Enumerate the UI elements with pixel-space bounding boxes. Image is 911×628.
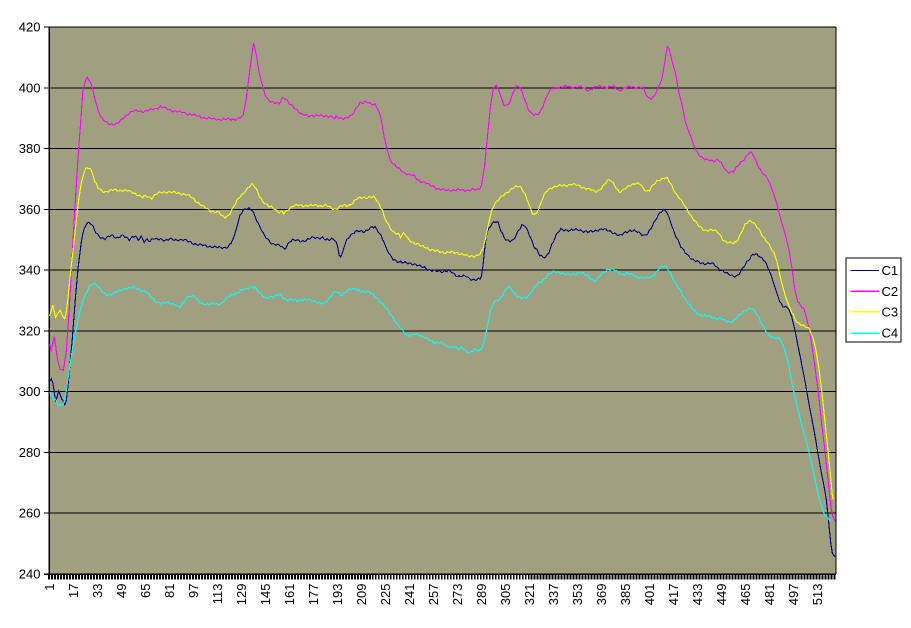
svg-text:385: 385: [618, 584, 633, 606]
svg-text:129: 129: [234, 584, 249, 606]
svg-text:81: 81: [162, 584, 177, 598]
svg-text:225: 225: [378, 584, 393, 606]
svg-text:177: 177: [306, 584, 321, 606]
svg-text:49: 49: [114, 584, 129, 598]
svg-text:193: 193: [330, 584, 345, 606]
svg-text:433: 433: [690, 584, 705, 606]
svg-text:97: 97: [186, 584, 201, 598]
svg-text:353: 353: [570, 584, 585, 606]
svg-text:321: 321: [522, 584, 537, 606]
svg-text:513: 513: [810, 584, 825, 606]
svg-text:380: 380: [19, 141, 41, 156]
svg-text:C4: C4: [882, 326, 899, 341]
svg-text:320: 320: [19, 323, 41, 338]
svg-text:273: 273: [450, 584, 465, 606]
svg-text:C1: C1: [882, 263, 899, 278]
svg-text:289: 289: [474, 584, 489, 606]
svg-text:240: 240: [19, 567, 41, 582]
svg-text:465: 465: [738, 584, 753, 606]
svg-text:417: 417: [666, 584, 681, 606]
svg-text:400: 400: [19, 80, 41, 95]
svg-text:360: 360: [19, 202, 41, 217]
svg-text:401: 401: [642, 584, 657, 606]
svg-text:1: 1: [42, 584, 57, 591]
svg-text:340: 340: [19, 263, 41, 278]
svg-text:33: 33: [90, 584, 105, 598]
svg-text:209: 209: [354, 584, 369, 606]
svg-text:337: 337: [546, 584, 561, 606]
svg-text:113: 113: [210, 584, 225, 605]
svg-text:161: 161: [282, 584, 297, 606]
svg-text:241: 241: [402, 584, 417, 606]
svg-text:145: 145: [258, 584, 273, 606]
svg-text:65: 65: [138, 584, 153, 598]
svg-text:C2: C2: [882, 284, 899, 299]
svg-text:257: 257: [426, 584, 441, 606]
svg-text:260: 260: [19, 506, 41, 521]
svg-text:369: 369: [594, 584, 609, 606]
svg-text:C3: C3: [882, 304, 899, 319]
svg-text:497: 497: [786, 584, 801, 606]
svg-text:420: 420: [19, 20, 41, 35]
svg-text:305: 305: [498, 584, 513, 606]
svg-text:481: 481: [762, 584, 777, 606]
svg-text:449: 449: [714, 584, 729, 606]
svg-text:300: 300: [19, 384, 41, 399]
svg-text:280: 280: [19, 445, 41, 460]
svg-text:17: 17: [66, 584, 81, 598]
